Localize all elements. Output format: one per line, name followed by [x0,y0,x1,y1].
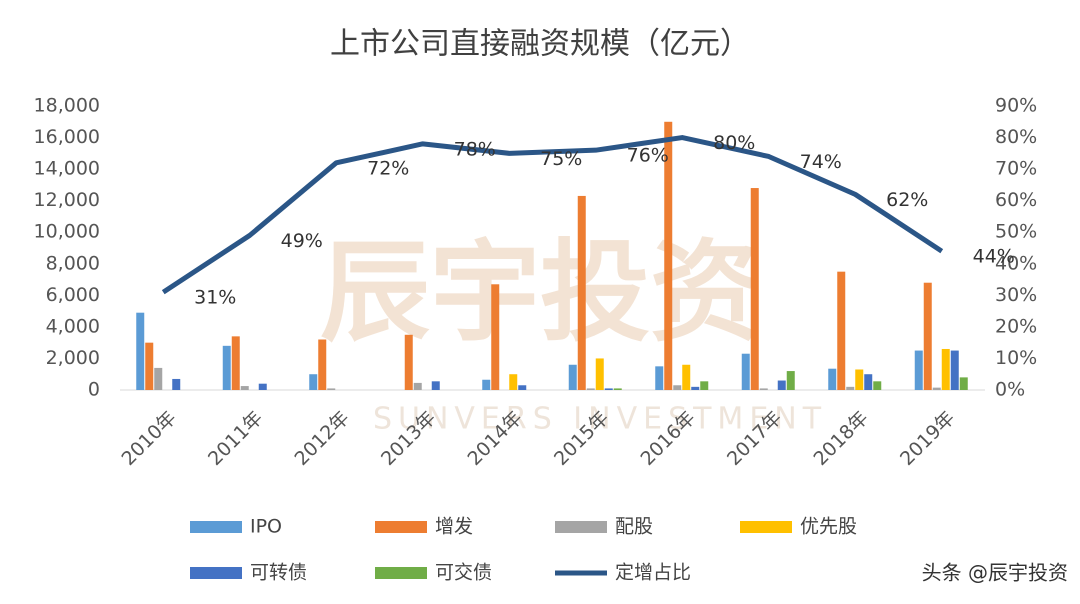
legend-label: 可转债 [250,562,307,584]
bar [786,371,795,390]
bar [700,381,709,390]
bar [941,348,950,390]
y-tick-label: 12,000 [34,189,100,211]
bar [664,121,673,391]
y2-tick-label: 70% [995,158,1037,180]
bar [691,386,700,390]
chart-title: 上市公司直接融资规模（亿元） [330,27,750,62]
line [161,135,944,295]
watermark: 辰宇投资 [320,228,760,356]
y2-tick-label: 60% [995,189,1037,211]
legend-swatch [190,521,242,533]
bar [959,377,968,390]
bar [431,381,440,390]
data-label: 78% [454,138,496,160]
bar [327,388,336,390]
bar [595,358,604,390]
data-label: 72% [367,157,409,179]
y-tick-label: 18,000 [34,95,100,117]
bar [923,282,932,390]
bar [655,366,664,390]
bar [873,381,882,390]
legend-label: 增发 [435,516,473,538]
bar [914,350,923,390]
legend-label: 定增占比 [615,562,691,584]
bar [846,386,855,390]
watermark-sub: SUNVERS INVESTMENT [373,402,827,437]
y2-tick-label: 0% [995,379,1025,401]
bar [777,380,786,390]
bar [577,195,586,390]
bar [318,339,327,390]
y2-tick-label: 30% [995,284,1037,306]
credit: 头条 @辰宇投资 [922,561,1068,585]
bar [741,353,750,390]
bar [759,388,768,390]
y-tick-label: 2,000 [46,347,100,369]
y2-tick-label: 10% [995,347,1037,369]
bar [750,188,759,390]
bar [950,350,959,390]
bar [231,336,240,390]
bar [673,385,682,390]
bar [864,374,873,390]
legend-label: 配股 [615,516,653,538]
bar [604,388,613,390]
y2-tick-label: 90% [995,95,1037,117]
data-label: 31% [194,287,236,309]
data-label: 44% [973,246,1015,268]
data-label: 74% [800,151,842,173]
bar [413,382,422,390]
bar [482,379,491,390]
bar [855,369,864,390]
legend-swatch [190,567,242,579]
bar [240,386,249,390]
y2-tick-label: 50% [995,221,1037,243]
bar [682,364,691,390]
y-tick-label: 4,000 [46,315,100,337]
legend-swatch [375,521,427,533]
y-tick-label: 10,000 [34,221,100,243]
bar [154,367,163,390]
y-tick-label: 16,000 [34,126,100,148]
bar [509,374,518,390]
bar [828,368,837,390]
data-label: 76% [627,145,669,167]
bar [145,342,154,390]
bar [136,312,145,390]
y2-tick-label: 80% [995,126,1037,148]
y-tick-label: 8,000 [46,252,100,274]
bar [613,388,622,390]
data-label: 75% [540,148,582,170]
bar [222,345,231,390]
bar [309,374,318,390]
bar [586,388,595,390]
bar [258,383,267,390]
y-tick-label: 0 [88,379,100,401]
legend-swatch [375,567,427,579]
legend-label: 可交债 [435,562,492,584]
bar [837,271,846,390]
data-label: 80% [713,132,755,154]
bar [172,378,181,390]
y2-tick-label: 20% [995,315,1037,337]
data-label: 62% [886,189,928,211]
legend-label: 优先股 [800,516,857,538]
y-tick-label: 14,000 [34,158,100,180]
bar [518,385,527,390]
bar [491,284,500,390]
y2-tick-label: 40% [995,252,1037,274]
legend-swatch [740,521,792,533]
legend-label: IPO [250,516,282,538]
legend-swatch [555,521,607,533]
data-label: 49% [281,230,323,252]
y-tick-label: 6,000 [46,284,100,306]
bar [932,387,941,390]
bar [404,334,413,390]
bar [568,364,577,390]
